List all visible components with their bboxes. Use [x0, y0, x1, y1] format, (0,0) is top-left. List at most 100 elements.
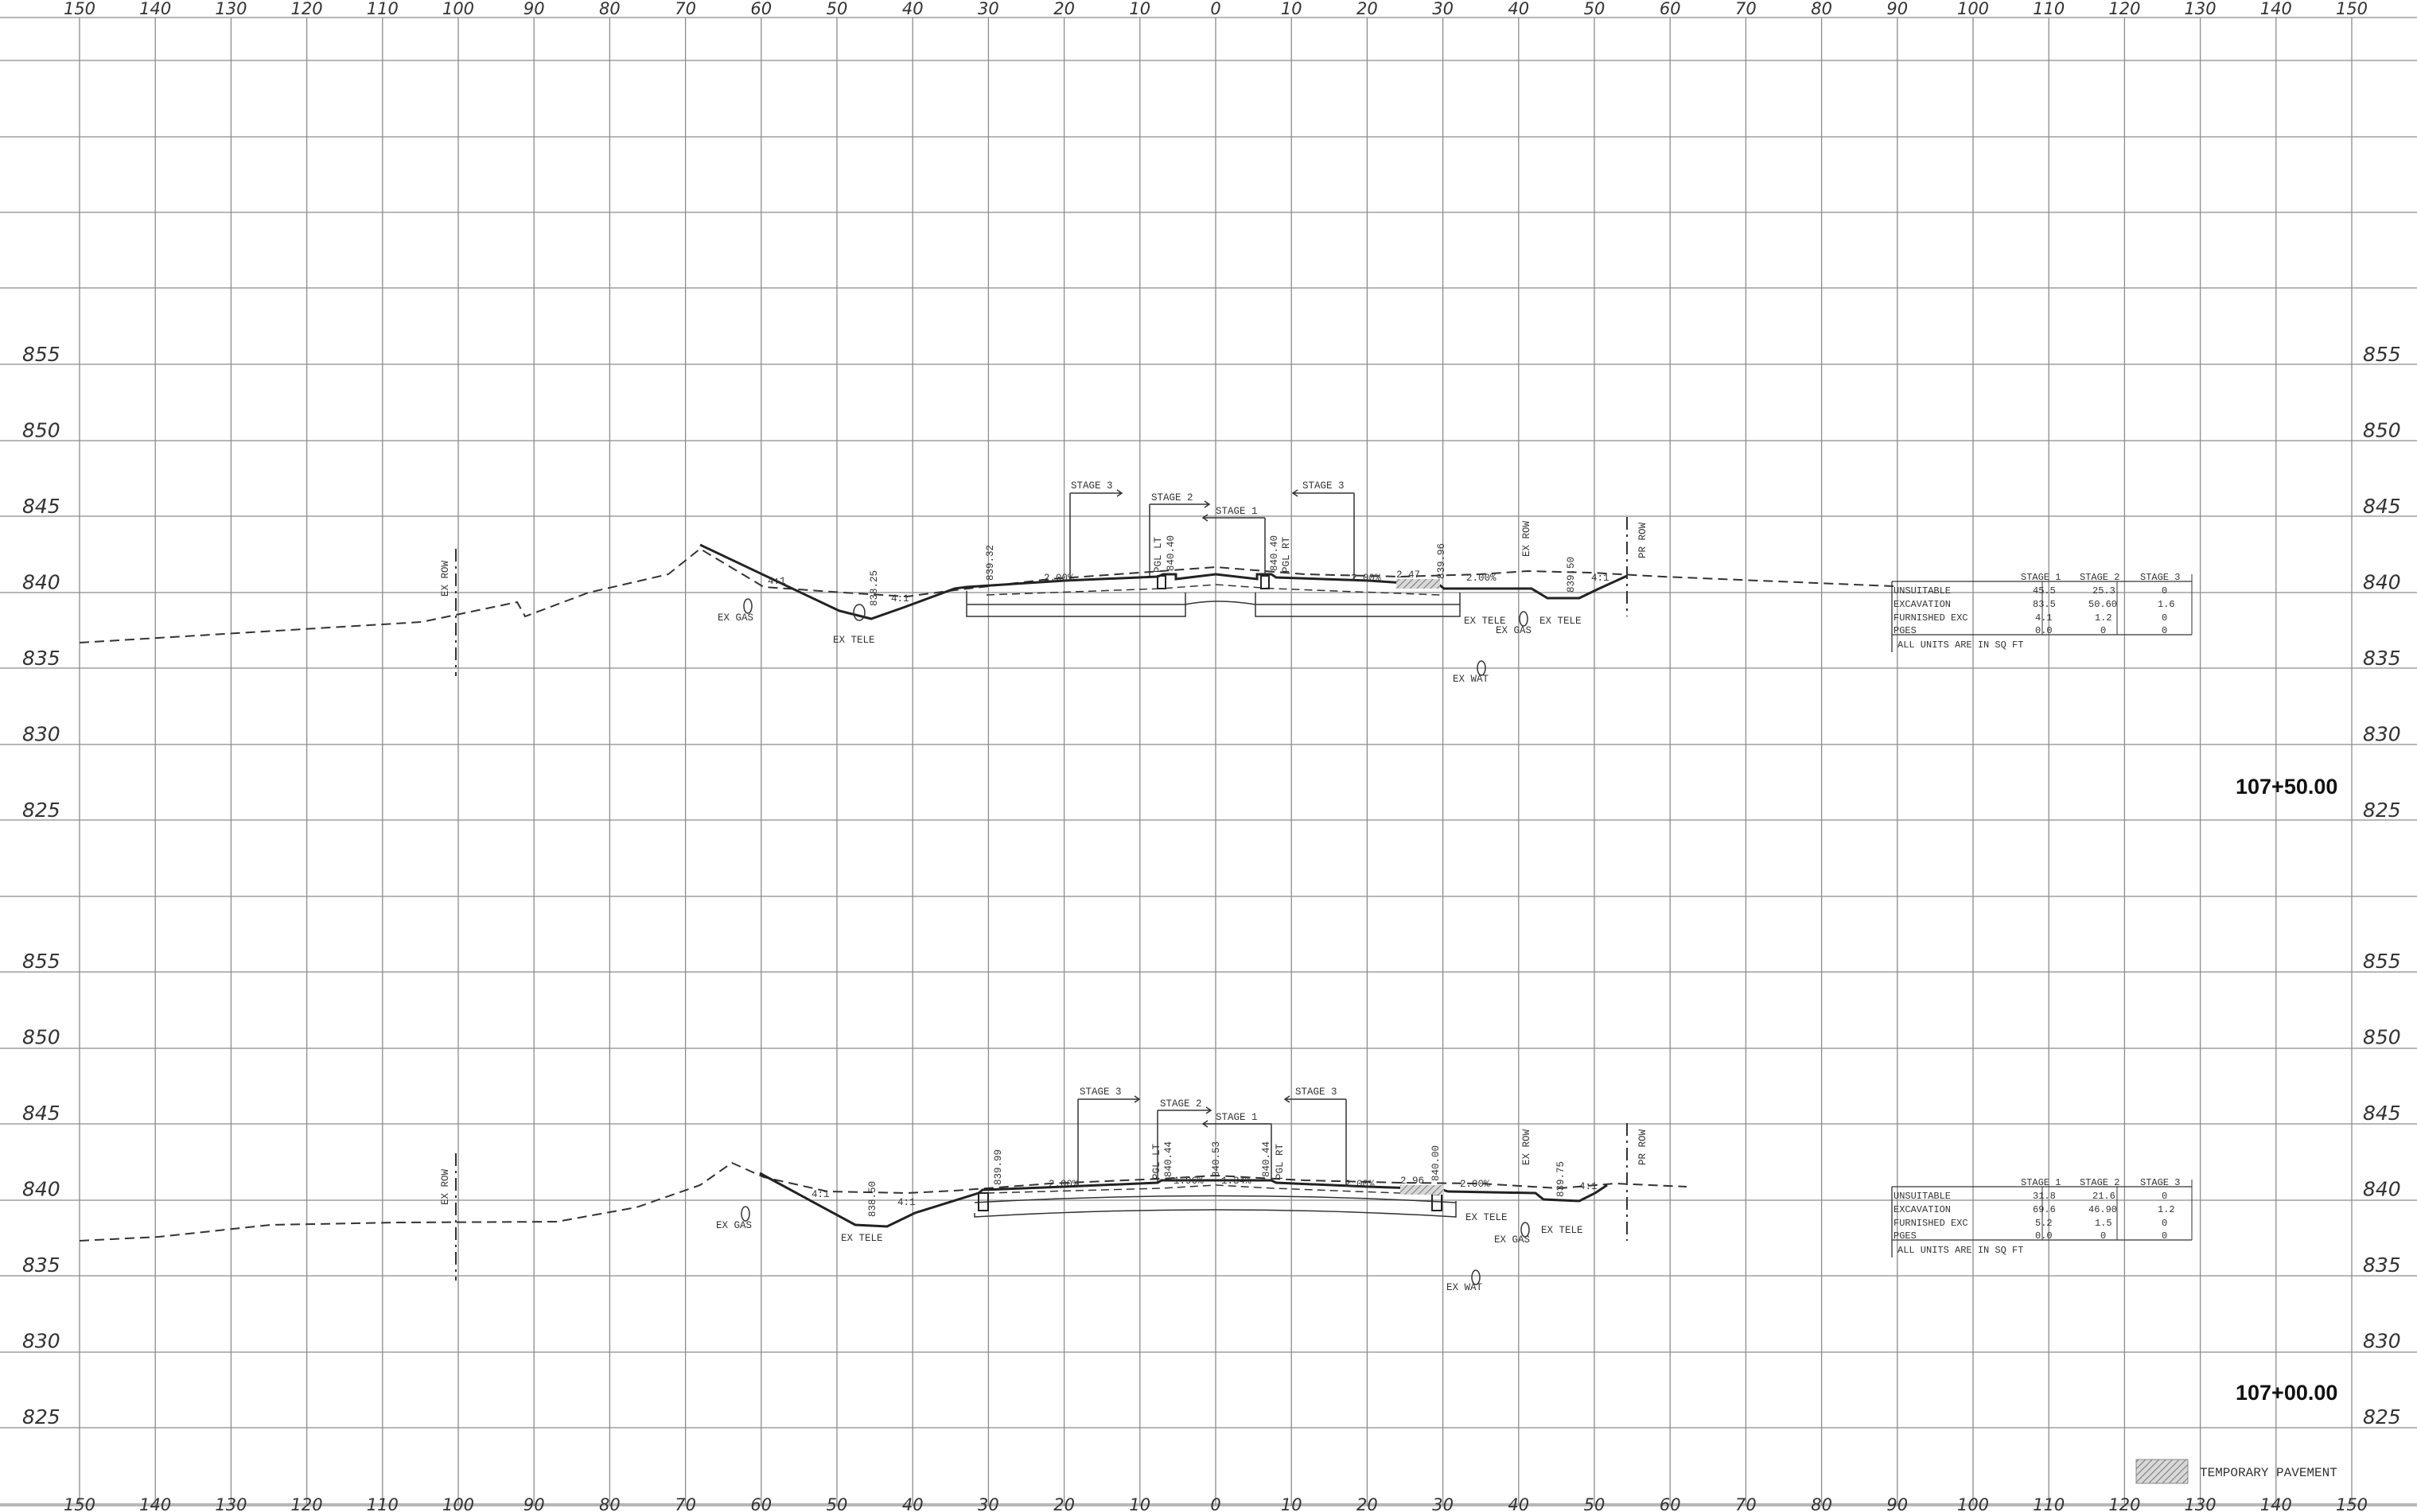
x-axis-tick-label: 10 — [1281, 0, 1302, 18]
elevation-label: 840 — [22, 1178, 60, 1201]
x-axis-tick-label: 150 — [64, 0, 95, 18]
x-axis-tick-label: 50 — [1584, 1495, 1605, 1512]
qty-header: STAGE 2 — [2080, 1177, 2119, 1188]
x-axis-tick-label: 70 — [1735, 1495, 1757, 1512]
utility-tele-left: EX TELE — [833, 635, 875, 646]
x-axis-tick-label: 90 — [1886, 1495, 1908, 1512]
elevation-label: 835 — [22, 1254, 60, 1277]
utility-wat: EX WAT — [1453, 674, 1489, 685]
elevation-label: 830 — [22, 1330, 60, 1353]
proposed-section-line — [759, 1172, 1608, 1228]
qty-cell: 0 — [2162, 1230, 2167, 1242]
x-axis-tick-label: 80 — [599, 1495, 621, 1512]
qty-cell: 25.3 — [2092, 585, 2115, 597]
x-axis-tick-label: 140 — [2260, 0, 2292, 18]
qty-cell: 69.6 — [2033, 1204, 2056, 1215]
x-axis-tick-label: 80 — [1811, 1495, 1832, 1512]
x-axis-tick-label: 90 — [523, 1495, 545, 1512]
x-axis-bottom: 150 140 130 120 110 100 90 80 70 60 50 40 30 20 10 0 10 2… — [64, 1495, 2368, 1512]
x-axis-tick-label: 110 — [2033, 0, 2065, 18]
qty-cell: 1.2 — [2095, 612, 2112, 624]
x-axis-tick-label: 50 — [1584, 0, 1605, 18]
elev-note: 839.75 — [1555, 1161, 1567, 1197]
stage1-label: STAGE 1 — [1216, 1112, 1258, 1123]
x-axis-tick-label: 30 — [1432, 0, 1454, 18]
qty-cell: 0 — [2162, 1218, 2167, 1229]
slope-note: 2.96 — [1400, 1176, 1424, 1187]
elevation-label: 825 — [22, 799, 60, 822]
x-axis-tick-label: 150 — [2336, 1495, 2368, 1512]
pr-row-label: PR ROW — [1637, 522, 1648, 558]
stage3-right-label: STAGE 3 — [1302, 480, 1345, 492]
qty-cell: 5.2 — [2035, 1218, 2053, 1229]
grid — [0, 17, 2417, 1506]
ratio-note: 4:1 — [812, 1189, 830, 1200]
elevation-labels-left: 855 850 845 840 835 830 825 — [22, 950, 60, 1428]
existing-ground-line — [79, 547, 1894, 643]
stage3-left-label: STAGE 3 — [1080, 1086, 1122, 1098]
proposed-section-line — [699, 543, 1628, 620]
x-axis-tick-label: 100 — [442, 1495, 474, 1512]
utility-gas-left: EX GAS — [716, 1220, 752, 1231]
elevation-label: 830 — [22, 723, 60, 746]
qty-cell: 0 — [2162, 585, 2167, 597]
ex-row-label: EX ROW — [440, 1168, 451, 1205]
elevation-labels-left: 855 850 845 840 835 830 825 — [22, 343, 60, 822]
qty-cell: 21.6 — [2092, 1191, 2115, 1202]
legend-label: TEMPORARY PAVEMENT — [2200, 1466, 2337, 1480]
elevation-label: 840 — [22, 571, 60, 594]
x-axis-top: 150 140 130 120 110 100 90 80 70 60 50 40 30 20 10 0 10 2… — [64, 0, 2368, 18]
elevation-label: 855 — [22, 950, 60, 973]
stage2-label: STAGE 2 — [1160, 1098, 1202, 1110]
elevation-label: 845 — [2363, 1102, 2401, 1125]
x-axis-tick-label: 130 — [2185, 1495, 2217, 1512]
elevation-label: 840 — [2363, 571, 2401, 594]
qty-cell: 50.60 — [2088, 599, 2117, 610]
utility-tele-right: EX TELE — [1464, 616, 1506, 627]
elevation-label: 825 — [2363, 1405, 2401, 1428]
qty-cell: 4.1 — [2035, 612, 2053, 624]
x-axis-tick-label: 60 — [750, 1495, 772, 1512]
elevation-label: 850 — [22, 419, 60, 442]
elevation-label: 855 — [22, 343, 60, 366]
elev-note: 839.32 — [985, 545, 996, 581]
qty-header: STAGE 3 — [2140, 572, 2180, 583]
ratio-note: 4:1 — [897, 1197, 916, 1208]
qty-row-label: UNSUITABLE — [1894, 585, 1951, 597]
elev-note: 838.25 — [869, 570, 880, 606]
x-axis-tick-label: 20 — [1053, 1495, 1075, 1512]
utility-tele-right2: EX TELE — [1541, 1225, 1583, 1236]
qty-cell: 46.90 — [2088, 1204, 2117, 1215]
x-axis-tick-label: 0 — [1210, 1495, 1220, 1512]
stage3-right-label: STAGE 3 — [1295, 1086, 1337, 1098]
x-axis-tick-label: 20 — [1053, 0, 1075, 18]
ratio-note: 4:1 — [768, 576, 786, 587]
pgl-lt-label: PGL LT — [1153, 536, 1164, 573]
utility-gas-right: EX GAS — [1494, 1234, 1530, 1246]
qty-cell: 0 — [2100, 625, 2106, 636]
ratio-note: 4:1 — [1591, 573, 1609, 584]
elevation-labels-right: 855 850 845 840 835 830 825 — [2363, 950, 2401, 1428]
ratio-note: 4:1 — [1579, 1181, 1598, 1192]
x-axis-tick-label: 80 — [1811, 0, 1832, 18]
existing-ground-line — [79, 1161, 1687, 1242]
slope-note: 2.00% — [1351, 573, 1381, 584]
slope-note: 2.47 — [1396, 569, 1420, 581]
elevation-labels-right: 855 850 845 840 835 830 825 — [2363, 343, 2401, 822]
x-axis-tick-label: 10 — [1129, 1495, 1150, 1512]
x-axis-tick-label: 130 — [2185, 0, 2217, 18]
x-axis-tick-label: 40 — [902, 0, 924, 18]
x-axis-tick-label: 30 — [978, 0, 999, 18]
x-axis-tick-label: 150 — [2336, 0, 2368, 18]
elevation-label: 835 — [2363, 1254, 2401, 1277]
x-axis-tick-label: 110 — [2033, 1495, 2065, 1512]
x-axis-tick-label: 10 — [1281, 1495, 1302, 1512]
pr-row-label: PR ROW — [1637, 1129, 1648, 1165]
section-107-00: 855 850 845 840 835 830 825 855 850 845 840 835 830… — [22, 950, 2401, 1428]
x-axis-tick-label: 60 — [1660, 0, 1681, 18]
elevation-label: 840 — [2363, 1178, 2401, 1201]
x-axis-tick-label: 80 — [599, 0, 621, 18]
qty-cell: 0 — [2162, 612, 2167, 624]
temporary-pavement-hatch — [1400, 1185, 1444, 1195]
